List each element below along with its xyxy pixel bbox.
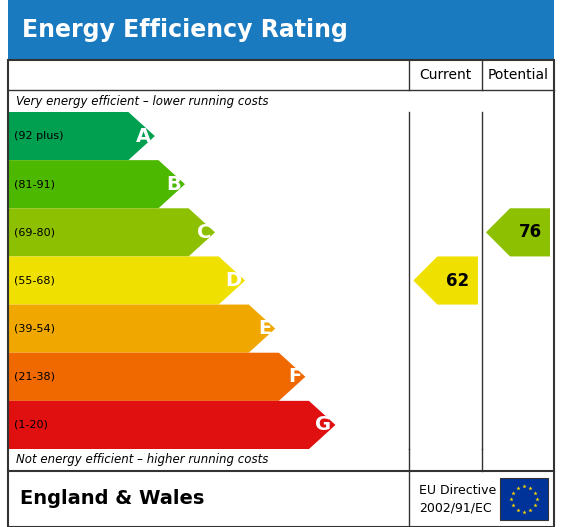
- Polygon shape: [8, 160, 185, 208]
- Bar: [8, 0, 554, 60]
- Text: EU Directive
2002/91/EC: EU Directive 2002/91/EC: [419, 483, 497, 514]
- Text: Potential: Potential: [487, 68, 549, 82]
- Text: G: G: [315, 415, 332, 434]
- Text: Very energy efficient – lower running costs: Very energy efficient – lower running co…: [16, 94, 269, 108]
- Polygon shape: [8, 353, 305, 401]
- Text: (69-80): (69-80): [14, 227, 55, 237]
- Text: 62: 62: [446, 271, 469, 289]
- Bar: [500, 478, 548, 520]
- Text: (55-68): (55-68): [14, 276, 55, 286]
- Text: Energy Efficiency Rating: Energy Efficiency Rating: [22, 18, 348, 42]
- Text: F: F: [288, 367, 301, 386]
- Text: (81-91): (81-91): [14, 179, 55, 189]
- Bar: [8, 60, 554, 527]
- Polygon shape: [8, 112, 155, 160]
- Polygon shape: [8, 401, 336, 449]
- Polygon shape: [8, 208, 215, 257]
- Polygon shape: [8, 305, 275, 353]
- Text: (1-20): (1-20): [14, 420, 48, 430]
- Polygon shape: [413, 257, 478, 305]
- Text: A: A: [136, 126, 151, 145]
- Text: (39-54): (39-54): [14, 324, 55, 334]
- Text: D: D: [225, 271, 241, 290]
- Text: B: B: [166, 175, 181, 194]
- Text: 76: 76: [518, 223, 542, 241]
- Text: (21-38): (21-38): [14, 372, 55, 382]
- Polygon shape: [486, 208, 550, 257]
- Text: E: E: [258, 319, 271, 338]
- Text: Current: Current: [419, 68, 472, 82]
- Polygon shape: [8, 257, 245, 305]
- Text: (92 plus): (92 plus): [14, 131, 64, 141]
- Text: England & Wales: England & Wales: [20, 490, 205, 509]
- Text: Not energy efficient – higher running costs: Not energy efficient – higher running co…: [16, 454, 269, 466]
- Text: C: C: [197, 223, 211, 242]
